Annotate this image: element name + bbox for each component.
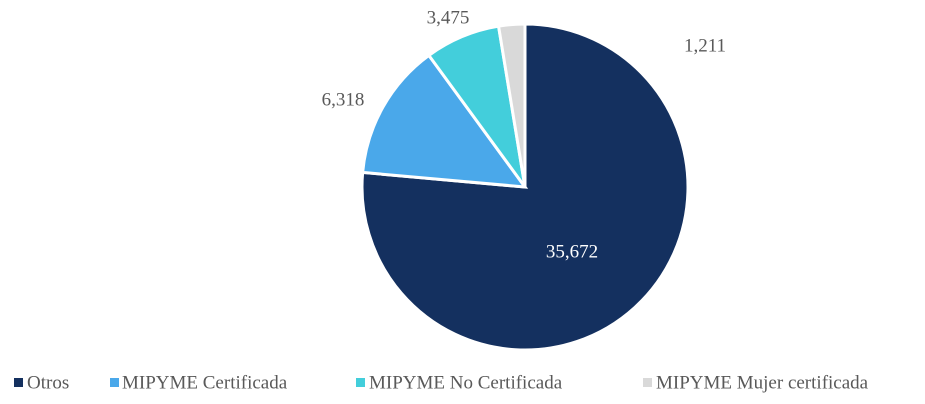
legend-label: MIPYME Mujer certificada xyxy=(656,372,869,393)
legend-label: Otros xyxy=(27,372,69,393)
data-label: 1,211 xyxy=(684,35,726,56)
legend-label: MIPYME Certificada xyxy=(122,372,288,393)
pie-slice xyxy=(361,53,529,189)
legend-marker xyxy=(643,378,652,387)
legend-label: MIPYME No Certificada xyxy=(369,372,563,393)
legend-marker xyxy=(14,378,23,387)
data-label: 35,672 xyxy=(546,241,598,262)
data-label: 6,318 xyxy=(322,89,365,110)
legend-marker xyxy=(110,378,119,387)
pie-slice xyxy=(496,22,527,188)
data-label: 3,475 xyxy=(427,7,470,28)
legend-marker xyxy=(356,378,365,387)
